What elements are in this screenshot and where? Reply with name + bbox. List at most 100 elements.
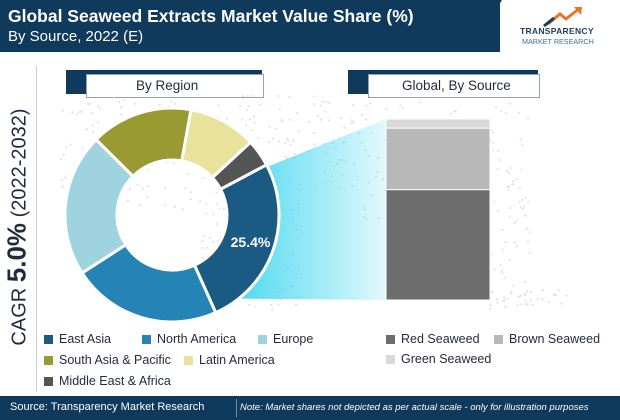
map-dot (501, 248, 504, 251)
map-dot (277, 140, 281, 143)
map-dot (350, 119, 353, 122)
legend-label: Europe (273, 332, 314, 346)
map-dot (511, 183, 514, 186)
map-dot (91, 124, 94, 127)
map-dot (500, 110, 503, 113)
map-dot (541, 298, 544, 301)
map-dot (201, 247, 204, 250)
map-dot (247, 105, 250, 108)
map-dot (521, 198, 524, 202)
map-dot (239, 105, 242, 108)
chart-subtitle: By Source, 2022 (E) (8, 28, 144, 45)
map-dot (246, 94, 249, 97)
map-dot (365, 104, 368, 107)
legend-swatch (44, 376, 53, 386)
map-dot (134, 102, 137, 105)
map-dot (64, 176, 67, 179)
map-dot (489, 304, 492, 307)
map-dot (59, 158, 63, 161)
map-dot (510, 290, 513, 293)
map-dot (146, 196, 149, 199)
map-dot (281, 121, 284, 124)
map-dot (368, 102, 371, 105)
map-dot (295, 303, 298, 306)
map-dot (520, 168, 523, 171)
map-dot (531, 303, 534, 306)
map-dot (241, 118, 244, 121)
map-dot (215, 222, 218, 226)
map-dot (501, 229, 504, 232)
legend-swatch (44, 334, 53, 344)
map-dot (504, 111, 507, 114)
map-dot (217, 104, 220, 107)
header-bar (0, 0, 500, 52)
map-dot (205, 246, 208, 249)
map-dot (199, 199, 202, 203)
legend-label: Brown Seaweed (509, 332, 601, 346)
map-dot (201, 256, 204, 259)
map-dot (516, 178, 519, 181)
map-dot (515, 245, 518, 248)
map-dot (517, 111, 520, 114)
map-dot (492, 142, 495, 145)
map-dot (327, 119, 330, 122)
legend-swatch (142, 334, 151, 344)
map-dot (284, 155, 287, 158)
map-dot (401, 106, 404, 109)
map-dot (513, 221, 516, 225)
source-legend-item: Green Seaweed (386, 352, 491, 366)
map-dot (399, 104, 402, 107)
stack-segment-red-seaweed (385, 189, 491, 301)
map-dot (129, 188, 132, 191)
map-dot (542, 289, 545, 292)
map-dot (292, 139, 295, 142)
map-dot (565, 294, 568, 297)
map-dot (280, 119, 283, 122)
chart-area: 25.4% (59, 94, 568, 324)
map-dot (268, 141, 271, 144)
legend-label: East Asia (59, 332, 112, 346)
map-dot (202, 177, 205, 180)
map-dot (319, 118, 322, 121)
map-dot (276, 94, 279, 98)
map-dot (504, 305, 507, 308)
map-dot (528, 231, 531, 234)
region-donut: 25.4% (63, 106, 281, 324)
map-dot (78, 110, 81, 113)
map-dot (351, 104, 354, 107)
map-dot (496, 167, 499, 170)
map-dot (256, 136, 259, 139)
map-dot (520, 303, 523, 306)
footer-divider (236, 399, 237, 417)
map-dot (496, 301, 499, 304)
map-dot (271, 308, 274, 311)
map-dot (201, 240, 204, 243)
legend-swatch (386, 354, 395, 364)
map-dot (184, 186, 187, 190)
map-dot (491, 290, 494, 293)
legend-label: North America (157, 332, 237, 346)
map-dot (215, 203, 218, 206)
legend-swatch (184, 355, 193, 365)
map-dot (65, 145, 68, 148)
map-dot (288, 95, 291, 99)
map-dot (536, 297, 539, 300)
map-dot (268, 126, 271, 129)
map-dot (245, 109, 248, 112)
map-dot (515, 220, 518, 223)
map-dot (498, 159, 501, 162)
map-dot (526, 303, 529, 306)
legend-swatch (258, 334, 267, 344)
left-tab (86, 74, 264, 98)
map-dot (527, 117, 530, 120)
map-dot (364, 118, 368, 121)
map-dot (250, 129, 253, 132)
map-dot (524, 302, 527, 306)
map-dot (321, 100, 324, 103)
map-dot (272, 137, 275, 140)
logo-name: TRANSPARENCY (520, 26, 594, 36)
map-dot (253, 121, 256, 124)
source-stacked-bar (385, 118, 491, 301)
map-dot (278, 108, 281, 111)
map-dot (521, 143, 524, 146)
